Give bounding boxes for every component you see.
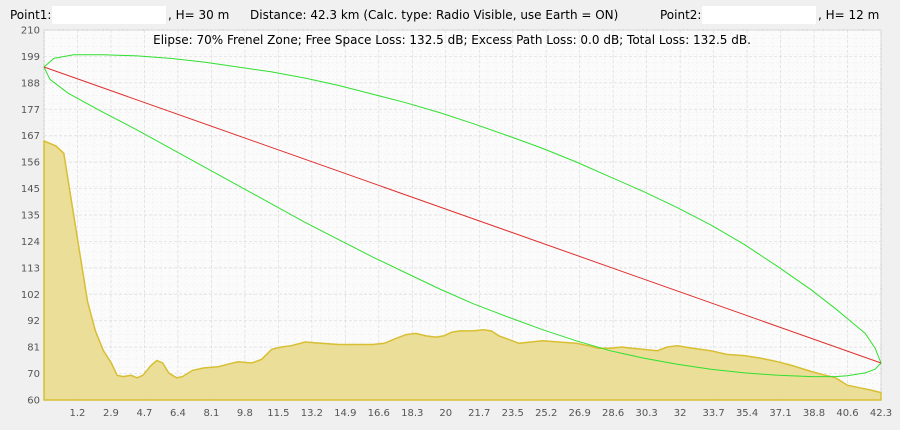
x-axis: 1.2 2.9 4.7 6.4 8.1 9.8 11.5 13.2 14.9 16.6 18.3 20…	[70, 408, 893, 419]
loss-summary: Elipse: 70% Frenel Zone; Free Space Loss…	[153, 33, 751, 47]
x-tick-label: 14.9	[334, 408, 356, 419]
x-tick-label: 2.9	[103, 408, 119, 419]
x-tick-label: 25.2	[535, 408, 557, 419]
x-tick-label: 8.1	[203, 408, 219, 419]
x-tick-label: 35.4	[736, 408, 758, 419]
point1-height: , H= 30 m	[168, 8, 230, 22]
y-tick-label: 124	[21, 237, 40, 248]
y-tick-label: 135	[21, 211, 40, 222]
x-tick-label: 16.6	[368, 408, 390, 419]
point2-height: , H= 12 m	[818, 8, 880, 22]
y-tick-label: 210	[21, 26, 40, 37]
y-axis: 60 70 81 92 102 113 124 135 145 156 167 177 188 199 21…	[21, 26, 40, 407]
x-tick-label: 11.5	[267, 408, 289, 419]
x-tick-label: 4.7	[136, 408, 152, 419]
x-tick-label: 26.9	[569, 408, 591, 419]
x-tick-label: 40.6	[836, 408, 858, 419]
x-tick-label: 30.3	[636, 408, 658, 419]
x-tick-label: 32	[674, 408, 687, 419]
terrain-area	[43, 139, 882, 401]
x-tick-label: 9.8	[237, 408, 253, 419]
point2-input[interactable]	[702, 6, 816, 24]
point1-input[interactable]	[52, 6, 166, 24]
y-tick-label: 145	[21, 184, 40, 195]
distance-info: Distance: 42.3 km (Calc. type: Radio Vis…	[250, 8, 619, 22]
y-tick-label: 70	[27, 369, 40, 380]
x-tick-label: 21.7	[468, 408, 490, 419]
y-tick-label: 156	[21, 158, 40, 169]
y-tick-label: 60	[27, 396, 40, 407]
x-tick-label: 33.7	[702, 408, 724, 419]
x-tick-label: 13.2	[301, 408, 323, 419]
x-tick-label: 38.8	[803, 408, 825, 419]
point2-label: Point2:	[660, 8, 702, 22]
y-tick-label: 92	[27, 316, 40, 327]
y-tick-label: 167	[21, 131, 40, 142]
x-tick-label: 23.5	[502, 408, 524, 419]
y-tick-label: 199	[21, 52, 40, 63]
x-tick-label: 6.4	[170, 408, 186, 419]
y-tick-label: 188	[21, 78, 40, 89]
y-tick-label: 177	[21, 105, 40, 116]
x-tick-label: 1.2	[70, 408, 86, 419]
x-tick-label: 28.6	[602, 408, 624, 419]
point1-label: Point1:	[10, 8, 52, 22]
y-tick-label: 102	[21, 290, 40, 301]
x-tick-label: 18.3	[401, 408, 423, 419]
x-tick-label: 42.3	[870, 408, 892, 419]
x-tick-label: 37.1	[769, 408, 791, 419]
y-tick-label: 113	[21, 263, 40, 274]
y-tick-label: 81	[27, 343, 40, 354]
line-of-sight	[43, 66, 882, 364]
x-tick-label: 20	[439, 408, 452, 419]
header-bar: Point1: , H= 30 m Distance: 42.3 km (Cal…	[0, 0, 900, 30]
